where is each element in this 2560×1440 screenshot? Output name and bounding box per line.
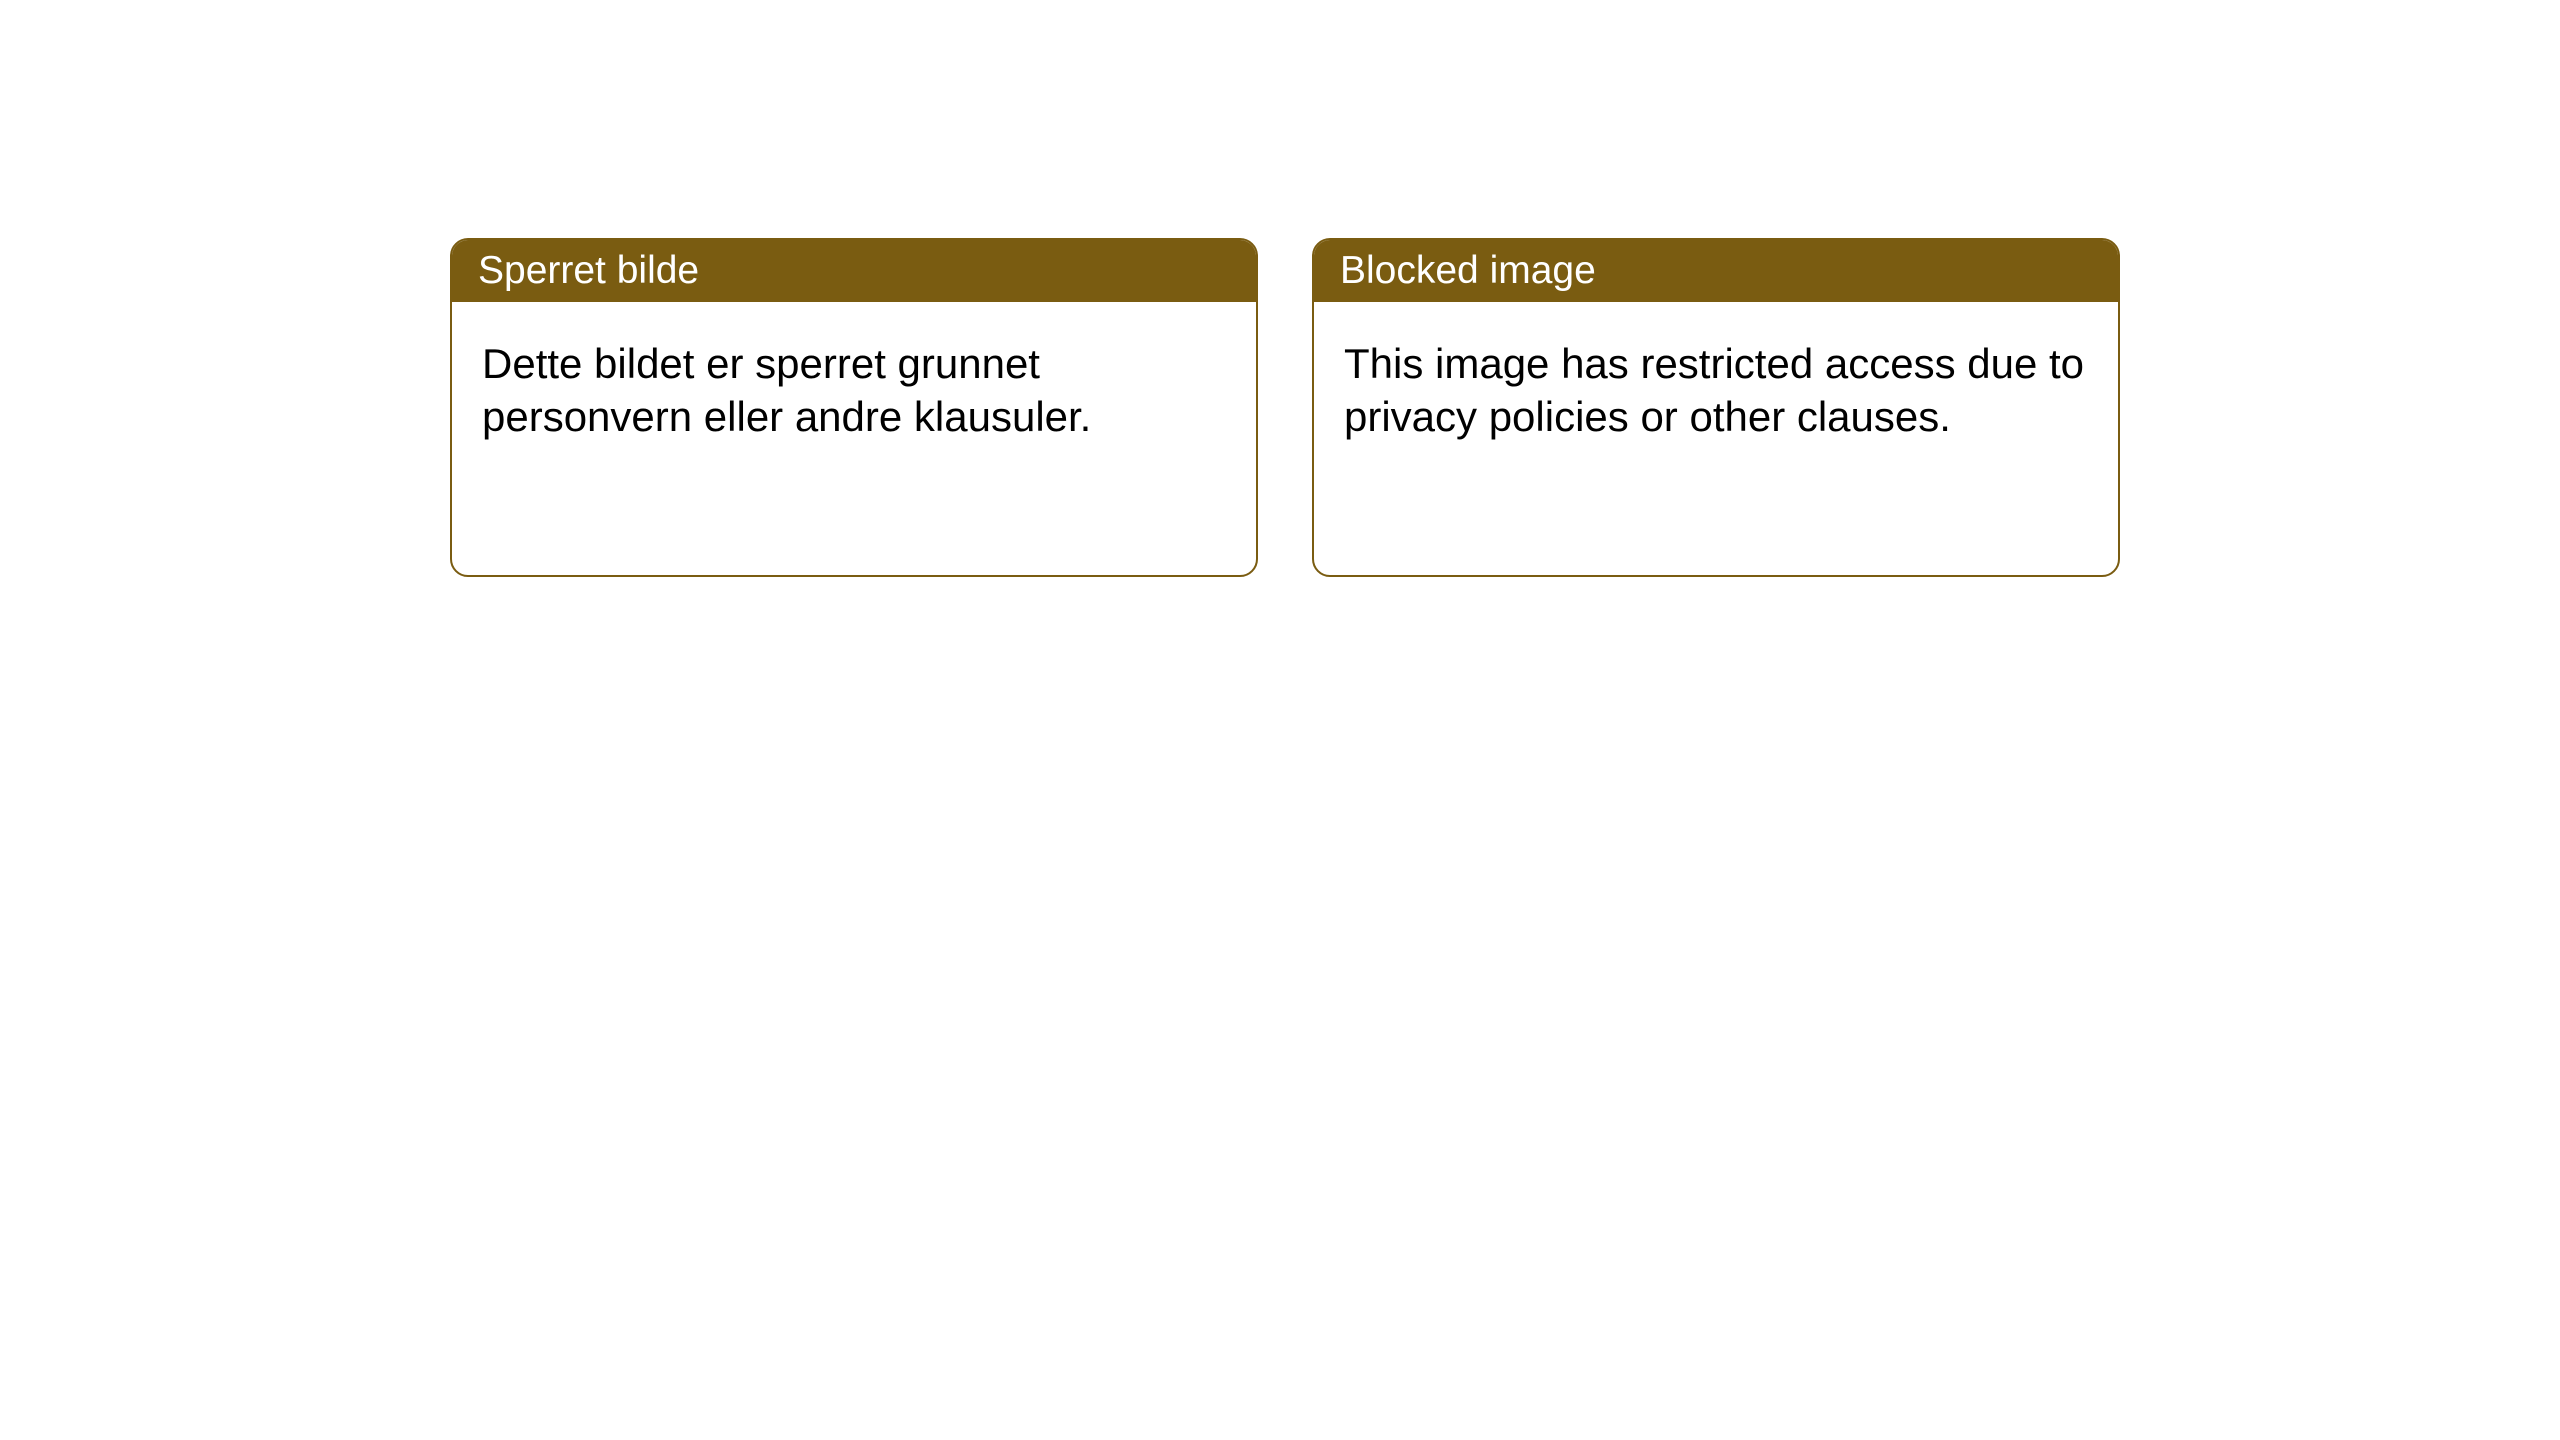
card-title-en: Blocked image — [1314, 240, 2118, 302]
card-body-en: This image has restricted access due to … — [1314, 302, 2118, 479]
card-body-no: Dette bildet er sperret grunnet personve… — [452, 302, 1256, 479]
notice-cards-container: Sperret bilde Dette bildet er sperret gr… — [0, 0, 2560, 577]
blocked-image-card-en: Blocked image This image has restricted … — [1312, 238, 2120, 577]
card-title-no: Sperret bilde — [452, 240, 1256, 302]
blocked-image-card-no: Sperret bilde Dette bildet er sperret gr… — [450, 238, 1258, 577]
